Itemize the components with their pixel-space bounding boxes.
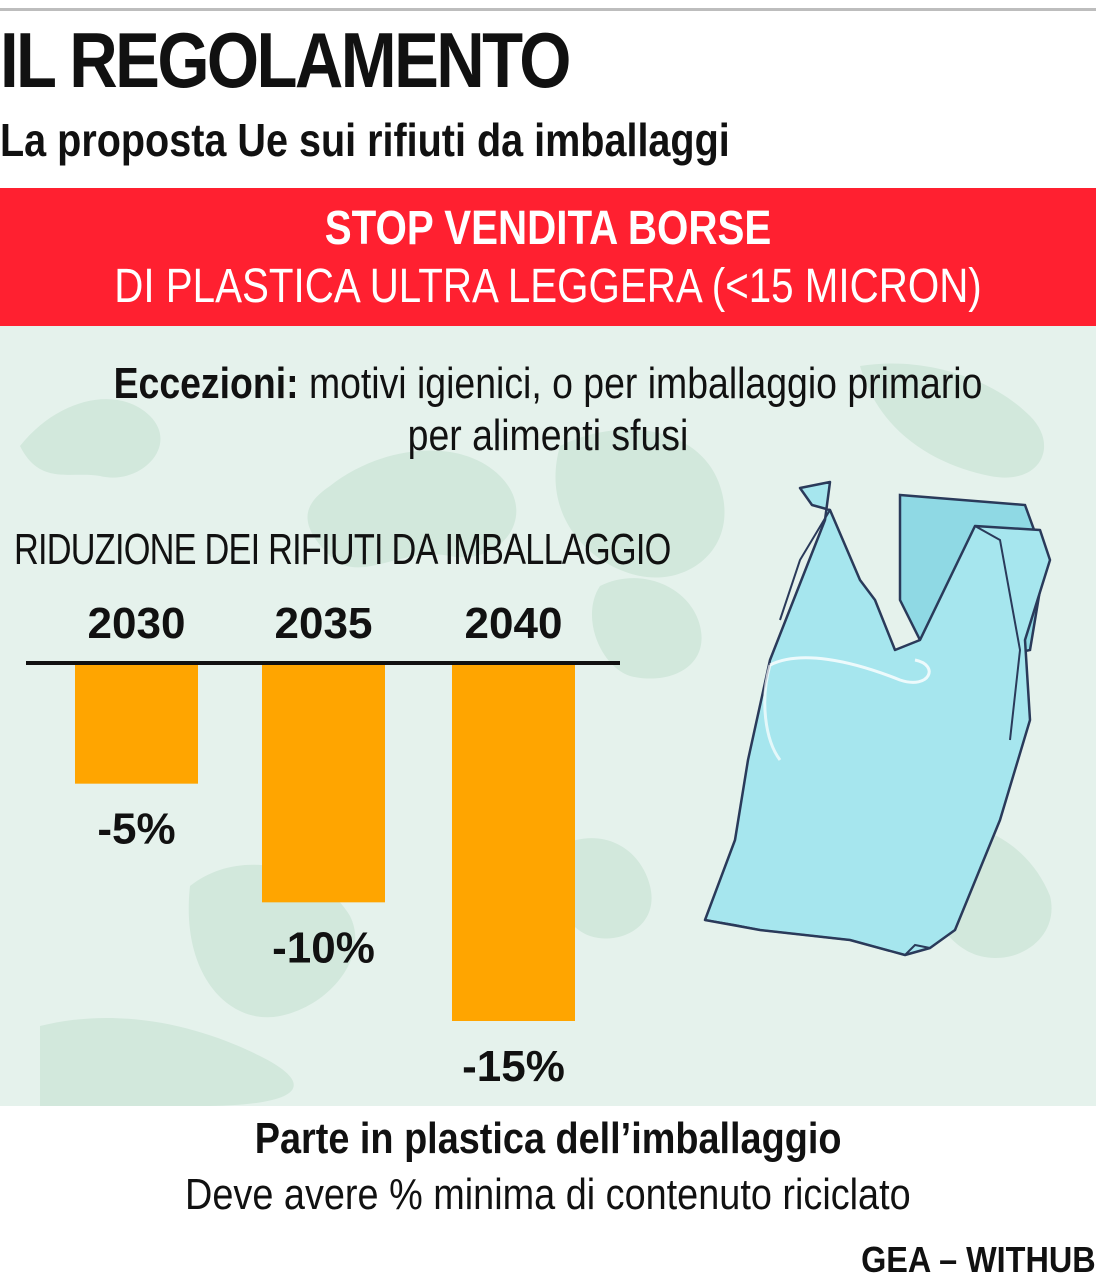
banner-headline: STOP VENDITA BORSE bbox=[324, 202, 772, 255]
value-label-2040: -15% bbox=[462, 1042, 565, 1091]
value-label-2030: -5% bbox=[97, 805, 175, 854]
top-rule bbox=[0, 8, 1096, 11]
banner-subline: DI PLASTICA ULTRA LEGGERA (<15 MICRON) bbox=[114, 260, 982, 313]
year-label-2035: 2035 bbox=[275, 599, 373, 648]
europe-map-icon bbox=[20, 363, 1052, 1106]
footer-text-body: Deve avere % minima di contenuto ricicla… bbox=[185, 1170, 911, 1219]
footer-title-text: Parte in plastica dell’imballaggio bbox=[254, 1114, 842, 1163]
year-label-2040: 2040 bbox=[465, 599, 563, 648]
exceptions-line-1: Eccezioni: motivi igienici, o per imball… bbox=[82, 358, 1014, 410]
footer-title: Parte in plastica dell’imballaggio bbox=[0, 1112, 1096, 1166]
plastic-bag-icon bbox=[703, 480, 1052, 957]
footer-text: Deve avere % minima di contenuto ricicla… bbox=[0, 1168, 1096, 1222]
exceptions-text: Eccezioni: motivi igienici, o per imball… bbox=[0, 358, 1096, 462]
bar-2030 bbox=[75, 665, 198, 784]
exceptions-label: Eccezioni: bbox=[113, 359, 299, 408]
year-label-2030: 2030 bbox=[88, 599, 186, 648]
bar-2040 bbox=[452, 665, 575, 1021]
value-label-2035: -10% bbox=[272, 923, 375, 972]
page-subtitle: La proposta Ue sui rifiuti da imballaggi bbox=[0, 114, 730, 166]
bar-2035 bbox=[262, 665, 385, 903]
chart-title: RIDUZIONE DEI RIFIUTI DA IMBALLAGGIO bbox=[14, 525, 671, 574]
ban-banner: STOP VENDITA BORSE DI PLASTICA ULTRA LEG… bbox=[0, 188, 1096, 326]
source-credit: GEA – WITHUB bbox=[861, 1239, 1096, 1280]
exceptions-text-1: motivi igienici, o per imballaggio prima… bbox=[298, 359, 983, 408]
page-title: IL REGOLAMENTO bbox=[0, 16, 571, 104]
exceptions-line-2: per alimenti sfusi bbox=[407, 411, 689, 460]
